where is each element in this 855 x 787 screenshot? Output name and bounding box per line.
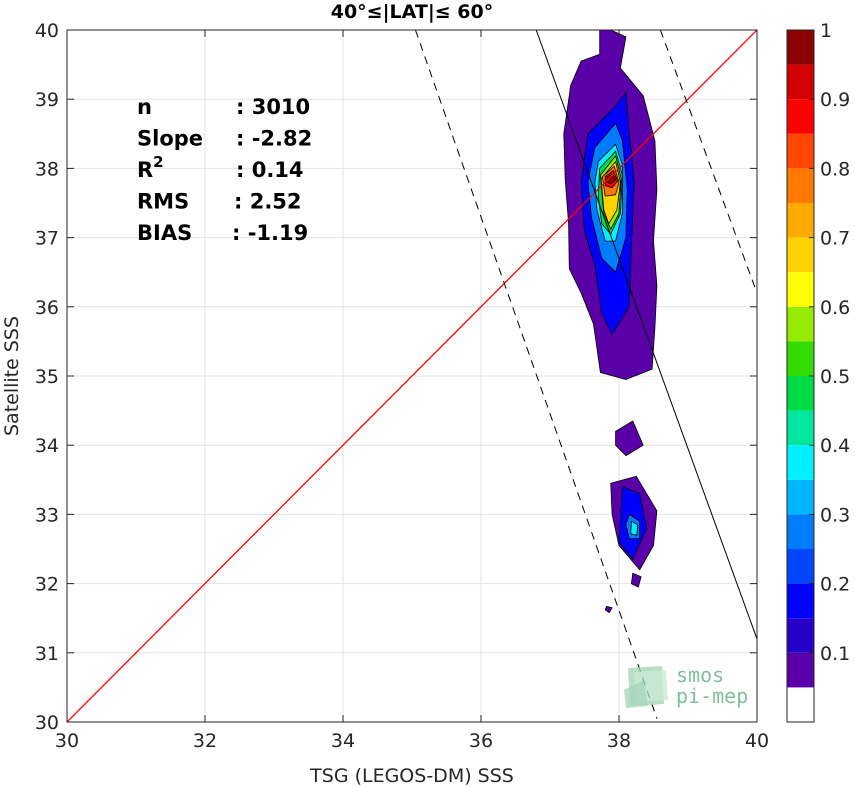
y-tick-label-0: 30 — [35, 712, 59, 734]
colorbar-tick-label-6: 0.7 — [820, 228, 850, 250]
colorbar-segment-4 — [787, 549, 814, 584]
logo-text-smos: smos — [676, 663, 724, 687]
colorbar-segment-12 — [787, 272, 814, 307]
colorbar-segment-5 — [787, 514, 814, 549]
x-tick-label-2: 34 — [331, 730, 355, 752]
contour-level-1 — [615, 420, 644, 457]
fit-lines — [67, 30, 757, 722]
chart-title: 40°≤|LAT|≤ 60° — [331, 1, 494, 23]
stat-label-3: RMS — [137, 190, 189, 214]
y-tick-label-8: 38 — [35, 158, 59, 180]
y-tick-label-1: 31 — [35, 643, 59, 665]
density-contours — [563, 30, 658, 614]
colorbar-segment-7 — [787, 445, 814, 480]
colorbar-segment-14 — [787, 203, 814, 238]
colorbar-segment-2 — [787, 618, 814, 653]
stat-superscript-2: 2 — [153, 153, 163, 171]
colorbar-segment-15 — [787, 168, 814, 203]
colorbar-segment-17 — [787, 99, 814, 134]
colorbar-tick-label-9: 1 — [820, 20, 832, 42]
colorbar-segment-13 — [787, 237, 814, 273]
stat-label-1: Slope — [137, 127, 203, 151]
colorbar-segment-8 — [787, 410, 814, 446]
colorbar-segment-3 — [787, 583, 814, 619]
x-tick-label-1: 32 — [193, 730, 217, 752]
y-tick-label-10: 40 — [35, 20, 59, 42]
colorbar-tick-label-3: 0.4 — [820, 435, 850, 457]
colorbar-segment-16 — [787, 133, 814, 169]
colorbar-segment-19 — [787, 30, 814, 65]
colorbar-segment-9 — [787, 376, 814, 411]
stat-label-4: BIAS — [137, 221, 192, 245]
stat-value-4: : -1.19 — [232, 221, 308, 245]
colorbar-segment-1 — [787, 652, 814, 688]
confidence-line-1 — [659, 30, 757, 294]
contour-level-10 — [630, 520, 638, 536]
x-axis-ticks: 30 32 34 36 38 40 — [55, 30, 769, 752]
colorbar-tick-label-1: 0.2 — [820, 574, 850, 596]
stat-label-0: n — [137, 95, 152, 119]
smos-pi-mep-logo: smos pi-mep — [624, 663, 748, 708]
confidence-line-0 — [414, 30, 658, 719]
y-tick-label-2: 32 — [35, 574, 59, 596]
stat-value-0: : 3010 — [236, 95, 310, 119]
x-tick-label-4: 38 — [607, 730, 631, 752]
y-axis-label: Satellite SSS — [1, 316, 23, 436]
logo-mark-icon — [624, 666, 668, 708]
colorbar-tick-label-0: 0.1 — [820, 643, 850, 665]
stat-value-3: : 2.52 — [234, 190, 302, 214]
colorbar-segment-6 — [787, 479, 814, 515]
colorbar-tick-label-8: 0.9 — [820, 89, 850, 111]
contour-level-4 — [604, 606, 613, 614]
colorbar: 0.1 0.2 0.3 0.4 0.5 0.6 0.7 0.8 0.9 1 — [786, 20, 850, 723]
stat-value-2: : 0.14 — [236, 158, 304, 182]
x-tick-label-3: 36 — [469, 730, 493, 752]
colorbar-tick-label-4: 0.5 — [820, 366, 850, 388]
y-tick-label-6: 36 — [35, 297, 59, 319]
stat-value-1: : -2.82 — [236, 127, 312, 151]
y-tick-label-5: 35 — [35, 366, 59, 388]
x-axis-label: TSG (LEGOS-DM) SSS — [309, 765, 514, 787]
colorbar-tick-label-5: 0.6 — [820, 297, 850, 319]
y-tick-label-3: 33 — [35, 504, 59, 526]
y-tick-label-9: 39 — [35, 89, 59, 111]
one-to-one-line — [67, 30, 757, 722]
colorbar-segment-11 — [787, 306, 814, 342]
colorbar-tick-label-7: 0.8 — [820, 158, 850, 180]
y-axis-ticks: 30 31 32 33 34 35 36 37 38 39 40 — [35, 20, 757, 734]
x-tick-label-0: 30 — [55, 730, 79, 752]
logo-text-pi-mep: pi-mep — [676, 684, 748, 708]
y-tick-label-4: 34 — [35, 435, 59, 457]
colorbar-tick-label-2: 0.3 — [820, 504, 850, 526]
x-tick-label-5: 40 — [745, 730, 769, 752]
colorbar-segment-10 — [787, 341, 814, 376]
colorbar-segment-18 — [787, 64, 814, 100]
contour-level-3 — [631, 572, 642, 588]
y-tick-label-7: 37 — [35, 228, 59, 250]
colorbar-segment-0 — [787, 687, 814, 722]
regression-line — [535, 30, 757, 640]
